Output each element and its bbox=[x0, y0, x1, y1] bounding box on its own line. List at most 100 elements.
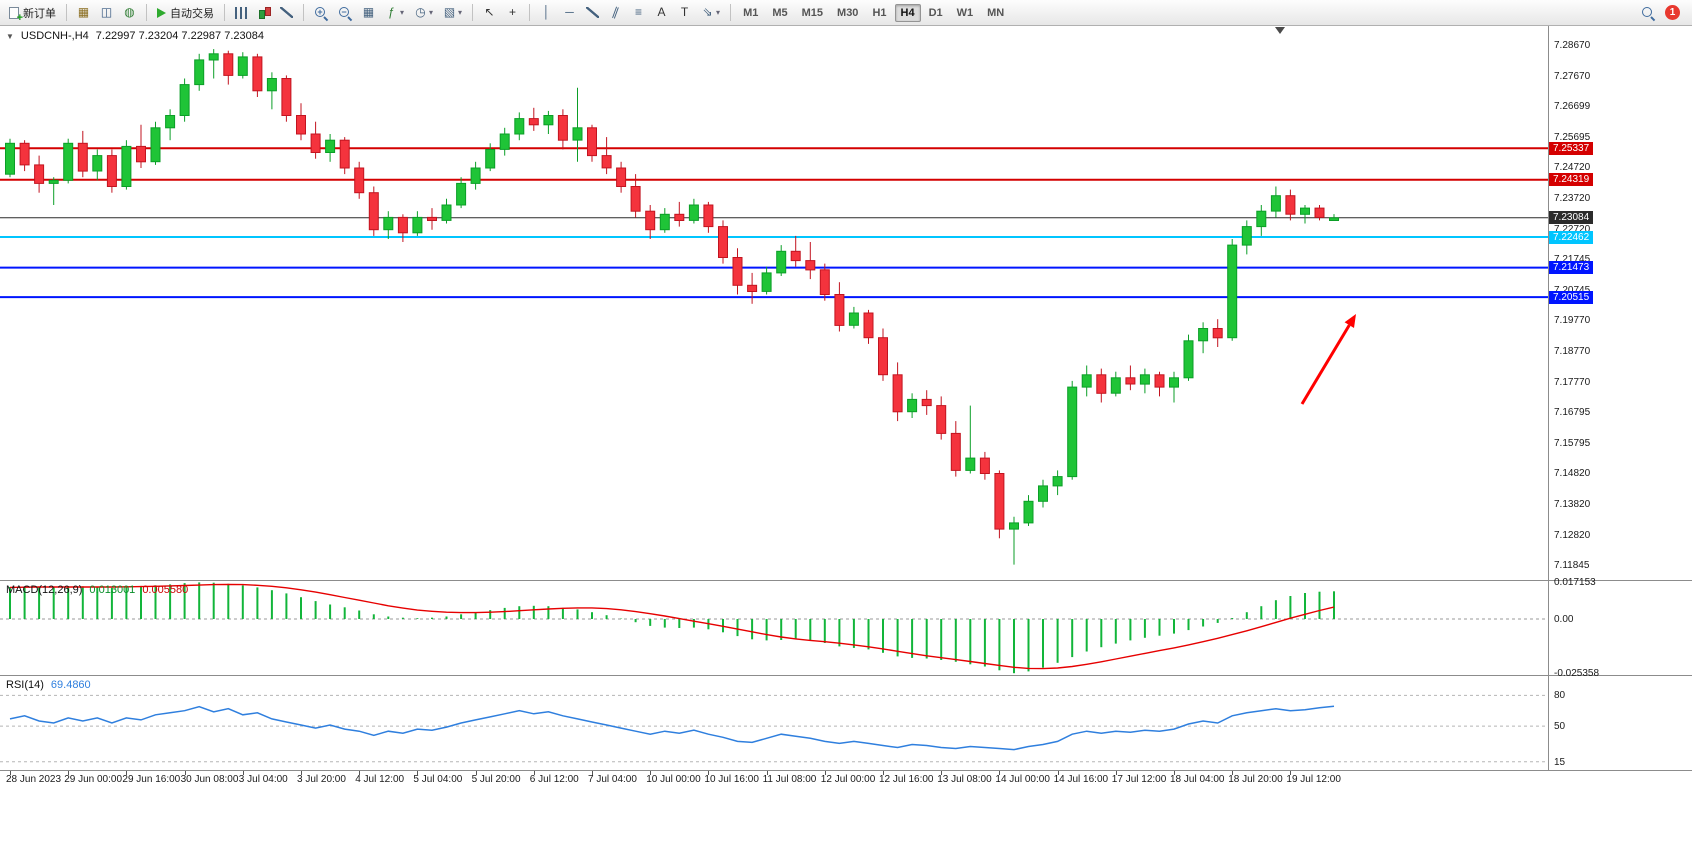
price-axis-label: 7.15795 bbox=[1554, 437, 1591, 449]
profiles-icon: ◫ bbox=[100, 5, 113, 19]
price-axis-label: 7.14820 bbox=[1554, 467, 1591, 479]
vertical-line-icon: │ bbox=[542, 5, 551, 19]
price-axis-label: 7.28670 bbox=[1554, 40, 1591, 52]
vertical-line-button[interactable]: │ bbox=[536, 3, 557, 23]
new-order-label: 新订单 bbox=[23, 7, 56, 20]
time-axis-tick bbox=[883, 771, 884, 775]
trendline-button[interactable] bbox=[582, 3, 603, 23]
time-axis-tick bbox=[650, 771, 652, 775]
zoom-in-icon: + bbox=[314, 6, 328, 20]
arrows-icon: ⇘ bbox=[702, 5, 713, 19]
time-axis-label: 19 Jul 12:00 bbox=[1286, 774, 1341, 785]
time-axis-tick bbox=[184, 771, 186, 775]
timeframe-m5[interactable]: M5 bbox=[772, 6, 788, 19]
time-axis-tick bbox=[242, 771, 244, 775]
charts-window-button[interactable]: ▦ bbox=[73, 3, 94, 23]
macd-axis-label: 0.00 bbox=[1554, 614, 1574, 625]
time-axis-label: 5 Jul 04:00 bbox=[413, 774, 463, 785]
time-axis-tick bbox=[592, 771, 593, 775]
dropdown-caret-icon: ▾ bbox=[716, 8, 721, 17]
market-watch-button[interactable]: ◍ bbox=[119, 3, 140, 23]
candlestick-chart[interactable] bbox=[0, 26, 1548, 580]
timeframe-m1[interactable]: M1 bbox=[743, 6, 759, 19]
chart-candles-button[interactable] bbox=[253, 3, 274, 23]
zoom-in-sign: + bbox=[317, 6, 323, 17]
horizontal-line-button[interactable]: ─ bbox=[559, 3, 580, 23]
time-axis-tick bbox=[766, 771, 768, 775]
rsi-axis-label: 80 bbox=[1554, 690, 1566, 702]
rsi-label-bar: RSI(14) 69.4860 bbox=[6, 679, 91, 691]
toolbar-separator bbox=[303, 4, 304, 21]
time-axis-label: 3 Jul 20:00 bbox=[297, 774, 346, 785]
price-level-tag: 7.25337 bbox=[1549, 141, 1594, 155]
time-axis-label: 29 Jun 16:00 bbox=[122, 774, 181, 785]
text-icon: A bbox=[657, 5, 666, 19]
oneclick-trading-toggle-icon[interactable]: ▼ bbox=[6, 31, 14, 41]
tile-windows-button[interactable]: ▦ bbox=[358, 3, 379, 23]
templates-button[interactable]: ▧ ▾ bbox=[439, 3, 466, 23]
time-axis-label: 4 Jul 12:00 bbox=[355, 774, 405, 785]
time-axis-tick bbox=[941, 771, 943, 775]
timeframe-m30[interactable]: M30 bbox=[837, 6, 859, 19]
chart-line-button[interactable] bbox=[276, 3, 297, 23]
text-button[interactable]: A bbox=[651, 3, 672, 23]
time-axis-tick bbox=[533, 771, 535, 775]
price-level-tag: 7.21473 bbox=[1549, 261, 1594, 275]
time-axis-label: 11 Jul 08:00 bbox=[762, 774, 817, 785]
profiles-button[interactable]: ◫ bbox=[96, 3, 117, 23]
time-axis-tick bbox=[475, 771, 477, 775]
timeframe-h4[interactable]: H4 bbox=[894, 3, 921, 22]
timeframe-mn[interactable]: MN bbox=[987, 6, 1005, 19]
time-axis-label: 29 Jun 00:00 bbox=[64, 774, 123, 785]
time-axis-tick bbox=[1290, 771, 1292, 775]
toolbar-separator bbox=[730, 4, 732, 21]
cursor-icon: ↖ bbox=[484, 5, 495, 19]
search-icon bbox=[1641, 6, 1655, 20]
time-axis-label: 6 Jul 12:00 bbox=[529, 774, 579, 785]
rsi-chart[interactable] bbox=[0, 676, 1548, 770]
chart-bars-button[interactable] bbox=[231, 3, 251, 23]
zoom-in-button[interactable]: + bbox=[310, 3, 332, 23]
tile-windows-icon: ▦ bbox=[362, 5, 375, 19]
zoom-out-button[interactable]: − bbox=[334, 3, 356, 23]
fibonacci-icon: ≡ bbox=[635, 5, 643, 19]
cursor-button[interactable]: ↖ bbox=[479, 3, 500, 23]
indicators-button[interactable]: ƒ ▾ bbox=[381, 3, 408, 23]
price-axis-line[interactable] bbox=[1548, 26, 1549, 771]
macd-axis-label: -0.025358 bbox=[1554, 668, 1600, 680]
panel-divider[interactable] bbox=[0, 580, 1692, 581]
horizontal-line-icon: ─ bbox=[565, 5, 574, 19]
timeframe-h1[interactable]: H1 bbox=[872, 6, 887, 19]
time-axis-tick bbox=[708, 771, 710, 775]
panel-divider[interactable] bbox=[0, 675, 1692, 676]
crosshair-button[interactable]: + bbox=[502, 3, 523, 23]
fibonacci-button[interactable]: ≡ bbox=[628, 3, 649, 23]
timeframe-m15[interactable]: M15 bbox=[801, 6, 824, 19]
new-order-icon bbox=[9, 6, 23, 24]
chart-window: ▼ USDCNH-,H4 7.22997 7.23204 7.22987 7.2… bbox=[0, 26, 1692, 789]
channel-button[interactable]: ∥ bbox=[605, 3, 626, 23]
time-axis-tick bbox=[10, 771, 11, 775]
search-button[interactable] bbox=[1637, 3, 1659, 23]
price-axis-label: 7.19770 bbox=[1554, 315, 1591, 327]
timeframe-w1[interactable]: W1 bbox=[956, 6, 974, 19]
templates-icon: ▧ bbox=[443, 5, 456, 19]
timeframe-d1[interactable]: D1 bbox=[928, 6, 943, 19]
periods-button[interactable]: ◷ ▾ bbox=[410, 3, 437, 23]
arrows-button[interactable]: ⇘ ▾ bbox=[697, 3, 724, 23]
text-label-button[interactable]: T bbox=[674, 3, 695, 23]
time-axis-label: 30 Jun 08:00 bbox=[180, 774, 239, 785]
autotrading-button[interactable]: 自动交易 bbox=[153, 3, 218, 23]
chart-candles-icon bbox=[257, 6, 271, 19]
price-axis-label: 7.23720 bbox=[1554, 193, 1591, 205]
price-axis-label: 7.27670 bbox=[1554, 71, 1591, 83]
price-axis-label: 7.24720 bbox=[1554, 162, 1591, 174]
macd-name: MACD(12,26,9) bbox=[6, 584, 83, 596]
new-order-button[interactable]: 新订单 bbox=[5, 3, 60, 24]
notification-badge[interactable]: 1 bbox=[1665, 5, 1680, 20]
price-level-tag: 7.20515 bbox=[1549, 290, 1594, 304]
macd-value: 0.013001 bbox=[89, 584, 136, 596]
price-axis-label: 7.11845 bbox=[1554, 559, 1590, 571]
macd-chart[interactable] bbox=[0, 581, 1548, 675]
chart-line-icon bbox=[280, 7, 293, 18]
